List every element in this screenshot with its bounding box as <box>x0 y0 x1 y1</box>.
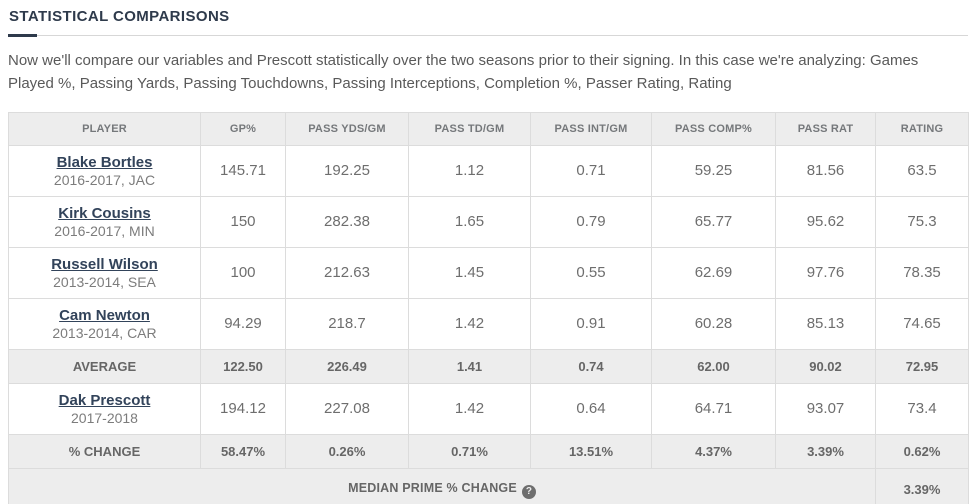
stat-cell: 1.42 <box>408 297 531 350</box>
stat-cell: 60.28 <box>651 297 776 350</box>
column-header-6: PASS RAT <box>775 111 876 146</box>
stat-cell: 95.62 <box>775 195 876 248</box>
question-circle-icon[interactable]: ? <box>521 484 536 499</box>
player-cell: Cam Newton 2013-2014, CAR <box>8 297 201 350</box>
player-cell: Dak Prescott 2017-2018 <box>8 382 201 435</box>
player-seasons: 2017-2018 <box>71 409 138 426</box>
average-row-cell: 90.02 <box>775 348 876 384</box>
stat-cell: 282.38 <box>285 195 409 248</box>
average-row-label: AVERAGE <box>8 348 201 384</box>
stat-cell: 97.76 <box>775 246 876 299</box>
column-header-5: PASS COMP% <box>651 111 776 146</box>
pct-change-row-cell: 13.51% <box>530 433 652 469</box>
player-link[interactable]: Kirk Cousins <box>58 204 151 222</box>
stat-cell: 73.4 <box>875 382 969 435</box>
stat-cell: 1.45 <box>408 246 531 299</box>
stat-cell: 150 <box>200 195 286 248</box>
stat-cell: 0.55 <box>530 246 652 299</box>
stat-cell: 64.71 <box>651 382 776 435</box>
stat-cell: 194.12 <box>200 382 286 435</box>
stats-table: PLAYER GP% PASS YDS/GM PASS TD/GM PASS INT/G… <box>8 111 969 504</box>
column-header-3: PASS TD/GM <box>408 111 531 146</box>
player-cell: Kirk Cousins 2016-2017, MIN <box>8 195 201 248</box>
average-row-cell: 1.41 <box>408 348 531 384</box>
stat-cell: 94.29 <box>200 297 286 350</box>
pct-change-row-cell: 0.71% <box>408 433 531 469</box>
player-link[interactable]: Cam Newton <box>59 306 150 324</box>
stat-cell: 0.79 <box>530 195 652 248</box>
stat-cell: 65.77 <box>651 195 776 248</box>
player-seasons: 2016-2017, JAC <box>53 171 156 188</box>
player-cell: Blake Bortles 2016-2017, JAC <box>8 144 201 197</box>
pct-change-row: % CHANGE 58.47% 0.26% 0.71% 13.51% 4.37% 3.39%… <box>8 433 969 469</box>
column-header-4: PASS INT/GM <box>530 111 652 146</box>
player-seasons: 2016-2017, MIN <box>54 222 155 239</box>
stat-cell: 62.69 <box>651 246 776 299</box>
player-seasons: 2013-2014, SEA <box>53 273 156 290</box>
player-link[interactable]: Blake Bortles <box>56 153 153 171</box>
subject-row: Dak Prescott 2017-2018 194.12 227.08 1.42 0.6… <box>8 382 969 435</box>
average-row-cell: 72.95 <box>875 348 969 384</box>
stat-cell: 59.25 <box>651 144 776 197</box>
column-header-0: PLAYER <box>8 111 201 146</box>
stat-cell: 93.07 <box>775 382 876 435</box>
stat-cell: 0.64 <box>530 382 652 435</box>
page-description: Now we'll compare our variables and Pres… <box>8 52 919 93</box>
header-row: PLAYER GP% PASS YDS/GM PASS TD/GM PASS INT/G… <box>8 111 969 146</box>
stat-cell: 81.56 <box>775 144 876 197</box>
prime-label-cell: MEDIAN PRIME % CHANGE? <box>8 467 876 504</box>
pct-change-row-cell: 0.26% <box>285 433 409 469</box>
stat-cell: 0.91 <box>530 297 652 350</box>
stat-cell: 1.42 <box>408 382 531 435</box>
average-row: AVERAGE 122.50 226.49 1.41 0.74 62.00 90.02 72.… <box>8 348 969 384</box>
stat-cell: 145.71 <box>200 144 286 197</box>
divider-line <box>8 35 968 36</box>
pct-change-row-cell: 0.62% <box>875 433 969 469</box>
stat-cell: 1.12 <box>408 144 531 197</box>
stat-cell: 218.7 <box>285 297 409 350</box>
average-row-cell: 0.74 <box>530 348 652 384</box>
prime-row-0: MEDIAN PRIME % CHANGE? 3.39% <box>8 467 969 504</box>
player-link[interactable]: Russell Wilson <box>51 255 158 273</box>
player-row: Kirk Cousins 2016-2017, MIN 150 282.38 1.65 0… <box>8 195 969 248</box>
stat-cell: 75.3 <box>875 195 969 248</box>
pct-change-row-cell: 58.47% <box>200 433 286 469</box>
column-header-2: PASS YDS/GM <box>285 111 409 146</box>
stat-cell: 100 <box>200 246 286 299</box>
player-row: Cam Newton 2013-2014, CAR 94.29 218.7 1.42 0.… <box>8 297 969 350</box>
column-header-1: GP% <box>200 111 286 146</box>
column-header-7: RATING <box>875 111 969 146</box>
player-seasons: 2013-2014, CAR <box>52 324 157 341</box>
stat-cell: 85.13 <box>775 297 876 350</box>
pct-change-row-cell: 4.37% <box>651 433 776 469</box>
stat-cell: 192.25 <box>285 144 409 197</box>
stat-cell: 78.35 <box>875 246 969 299</box>
title-divider <box>8 33 968 37</box>
player-cell: Russell Wilson 2013-2014, SEA <box>8 246 201 299</box>
stat-cell: 0.71 <box>530 144 652 197</box>
average-row-cell: 122.50 <box>200 348 286 384</box>
average-row-cell: 62.00 <box>651 348 776 384</box>
player-row: Blake Bortles 2016-2017, JAC 145.71 192.25 1… <box>8 144 969 197</box>
player-link[interactable]: Dak Prescott <box>58 391 151 409</box>
pct-change-row-label: % CHANGE <box>8 433 201 469</box>
stat-cell: 74.65 <box>875 297 969 350</box>
average-row-cell: 226.49 <box>285 348 409 384</box>
prime-label: MEDIAN PRIME % CHANGE <box>348 480 517 495</box>
divider-accent <box>8 34 37 37</box>
pct-change-row-cell: 3.39% <box>775 433 876 469</box>
stat-cell: 63.5 <box>875 144 969 197</box>
stat-cell: 227.08 <box>285 382 409 435</box>
stat-cell: 212.63 <box>285 246 409 299</box>
page-title: STATISTICAL COMPARISONS <box>9 8 230 25</box>
stat-cell: 1.65 <box>408 195 531 248</box>
prime-value: 3.39% <box>875 467 969 504</box>
player-row: Russell Wilson 2013-2014, SEA 100 212.63 1.4… <box>8 246 969 299</box>
